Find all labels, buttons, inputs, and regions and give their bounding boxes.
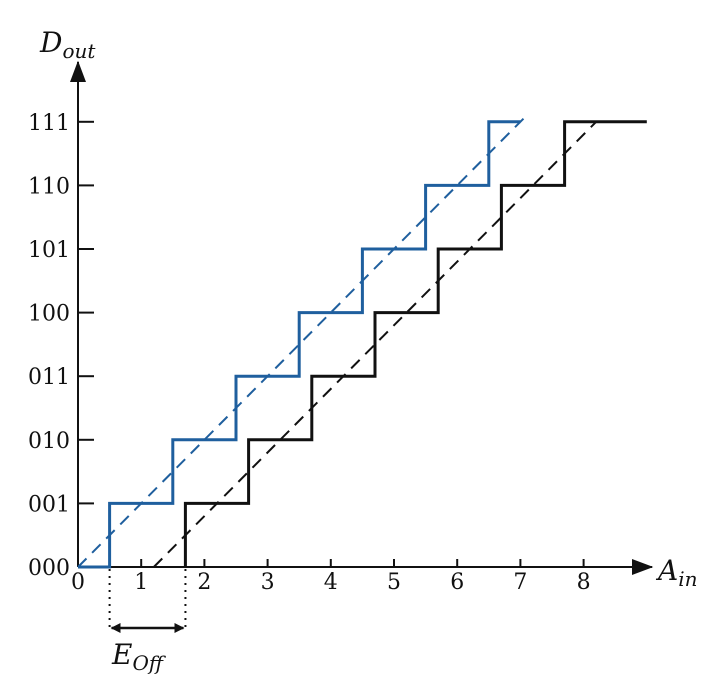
- offset-error-label-sub: Off: [132, 651, 166, 675]
- y-axis-label-main: D: [39, 26, 62, 59]
- y-axis-label: Dout: [39, 26, 96, 63]
- x-axis-label: Ain: [655, 554, 698, 591]
- x-axis-label-main: A: [655, 554, 678, 587]
- y-tick-label: 100: [28, 302, 70, 327]
- x-tick-label: 4: [324, 570, 338, 595]
- dashed-line-3: [153, 121, 597, 568]
- tick-labels: 0 1 2 3 4 5 6 7 8 000 001 010 011 100 101 110 111: [28, 111, 591, 595]
- x-tick-label: 0: [71, 570, 85, 595]
- step-curve-2: [183, 120, 647, 567]
- y-tick-label: 000: [28, 556, 70, 581]
- y-axis-label-sub: out: [62, 39, 96, 63]
- x-tick-label: 3: [261, 570, 275, 595]
- y-tick-label: 010: [28, 429, 70, 454]
- annotation-layer: [108, 569, 187, 633]
- x-tick-label: 8: [577, 570, 591, 595]
- x-tick-label: 2: [197, 570, 211, 595]
- y-tick-label: 110: [28, 174, 70, 199]
- series-layer: [77, 114, 647, 569]
- x-tick-label: 1: [134, 570, 148, 595]
- x-axis-label-sub: in: [678, 567, 697, 591]
- offset-error-label-main: E: [111, 638, 132, 671]
- step-curve-0: [78, 120, 521, 569]
- y-tick-label: 101: [28, 238, 70, 263]
- y-tick-label: 111: [28, 111, 70, 136]
- y-tick-label: 001: [28, 492, 70, 517]
- x-tick-label: 5: [387, 570, 401, 595]
- y-tick-label: 011: [28, 365, 70, 390]
- dashed-line-1: [77, 114, 528, 568]
- x-tick-label: 6: [450, 570, 464, 595]
- tick-marks: [78, 120, 585, 567]
- offset-error-label: EOff: [111, 638, 167, 675]
- x-tick-label: 7: [513, 570, 527, 595]
